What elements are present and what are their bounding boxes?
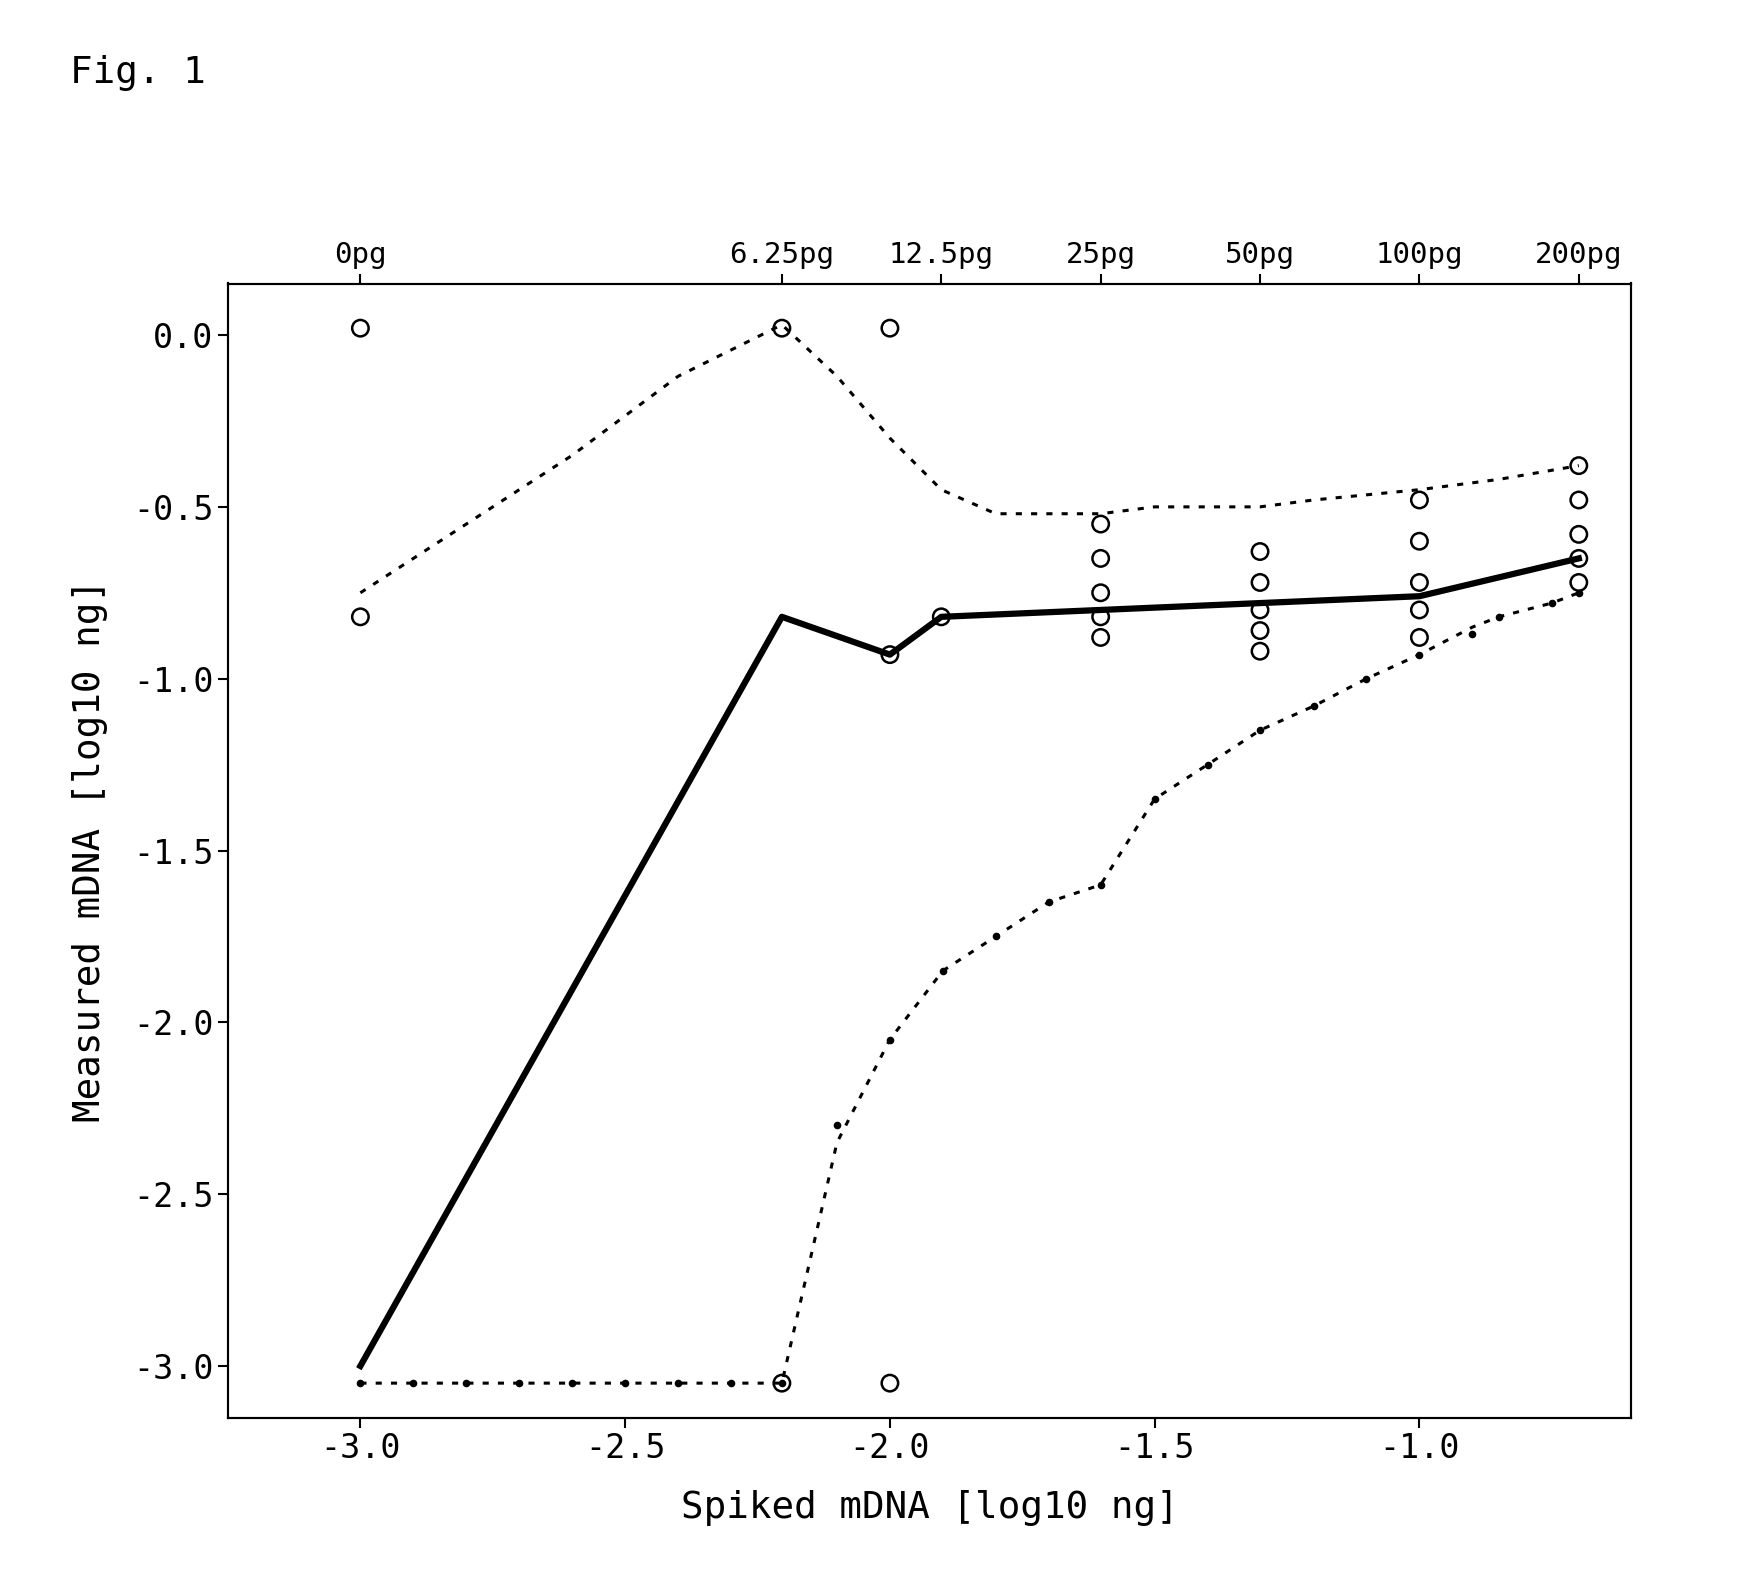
Point [1565, 454, 1593, 479]
Point [1087, 580, 1116, 605]
Point [1245, 539, 1273, 564]
Point [1245, 597, 1273, 622]
Point [1405, 625, 1433, 650]
Point [1538, 591, 1566, 616]
Point [875, 643, 903, 668]
Point [346, 315, 374, 340]
Point [1565, 487, 1593, 512]
Point [823, 1114, 851, 1139]
Point [875, 1370, 903, 1395]
Point [1035, 890, 1063, 915]
Point [1486, 605, 1514, 630]
Point [930, 958, 958, 983]
Point [1245, 570, 1273, 595]
Point [982, 925, 1010, 950]
Point [400, 1370, 428, 1395]
Point [558, 1370, 586, 1395]
Point [1245, 638, 1273, 663]
Point [453, 1370, 481, 1395]
Point [717, 1370, 745, 1395]
Point [768, 1370, 796, 1395]
Point [1245, 718, 1273, 743]
Point [1405, 487, 1433, 512]
Point [1565, 580, 1593, 605]
Point [1193, 751, 1221, 776]
Point [928, 605, 956, 630]
Y-axis label: Measured mDNA [log10 ng]: Measured mDNA [log10 ng] [72, 580, 109, 1121]
Point [1087, 873, 1116, 898]
Point [1300, 693, 1328, 718]
Point [1140, 786, 1168, 811]
Point [1565, 570, 1593, 595]
Point [768, 1370, 796, 1395]
Point [346, 605, 374, 630]
Point [875, 315, 903, 340]
Point [1245, 617, 1273, 643]
Point [1458, 622, 1486, 647]
Point [1405, 529, 1433, 554]
Point [1352, 666, 1380, 691]
Point [1087, 512, 1116, 537]
Point [346, 1370, 374, 1395]
Point [1565, 547, 1593, 572]
Point [1087, 547, 1116, 572]
Point [1405, 597, 1433, 622]
Point [1565, 521, 1593, 547]
Point [1405, 570, 1433, 595]
Point [1087, 625, 1116, 650]
Point [875, 1027, 903, 1052]
X-axis label: Spiked mDNA [log10 ng]: Spiked mDNA [log10 ng] [681, 1490, 1179, 1526]
Point [1405, 643, 1433, 668]
Point [665, 1370, 693, 1395]
Point [610, 1370, 638, 1395]
Text: Fig. 1: Fig. 1 [70, 55, 205, 91]
Point [768, 315, 796, 340]
Point [505, 1370, 533, 1395]
Point [1087, 605, 1116, 630]
